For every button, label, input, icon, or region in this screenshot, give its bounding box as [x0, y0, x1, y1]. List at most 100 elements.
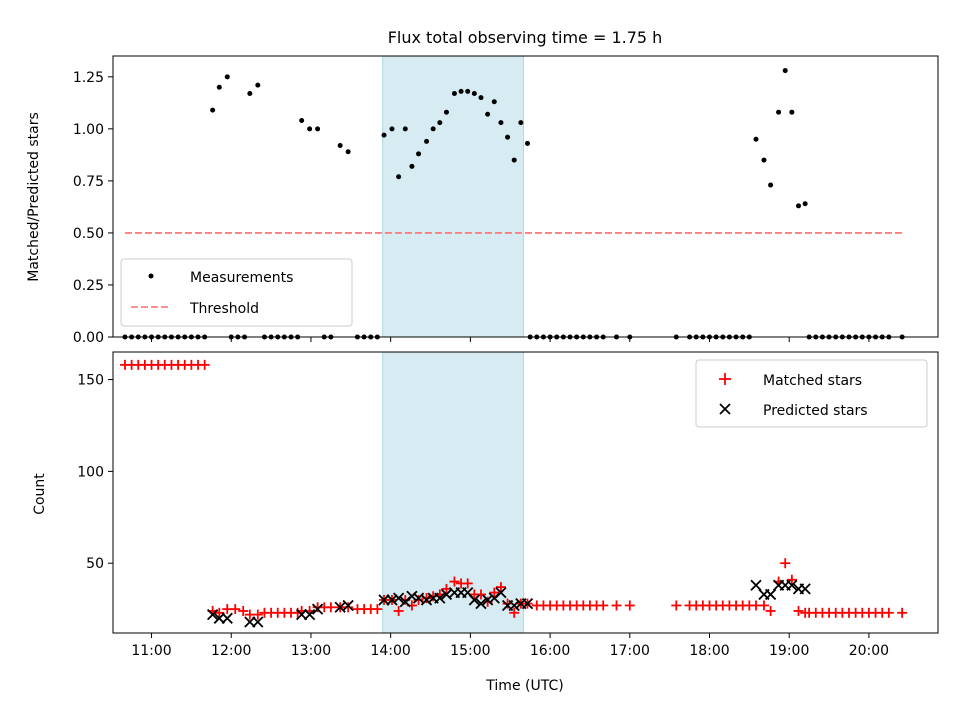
measurement-point: [768, 182, 774, 188]
measurement-point: [210, 107, 216, 113]
measurement-point: [776, 109, 782, 115]
measurement-point: [424, 138, 430, 144]
y-tick-label: 0.50: [73, 226, 104, 242]
matched-star-point: [421, 593, 432, 604]
measurement-point: [505, 134, 511, 140]
predicted-star-point: [521, 597, 534, 610]
y-tick-label: 150: [77, 373, 104, 389]
legend-matched-label: Matched stars: [763, 373, 862, 389]
predicted-star-point: [799, 583, 811, 595]
predicted-star-point: [207, 608, 219, 621]
matched-star-point: [393, 605, 404, 616]
measurement-point: [389, 126, 395, 132]
y-tick-label: 0.25: [73, 278, 104, 294]
predicted-star-point: [786, 579, 798, 591]
measurement-point: [796, 203, 802, 209]
matched-star-point: [502, 598, 513, 609]
measurement-point: [345, 149, 351, 155]
predicted-star-point: [296, 608, 308, 621]
measurement-point: [802, 201, 808, 207]
measurement-point: [396, 174, 402, 180]
legend-measurements-marker: [148, 273, 154, 279]
measurement-point: [761, 157, 767, 163]
top-marks: [122, 68, 905, 340]
matched-star-point: [462, 578, 473, 589]
predicted-star-point: [508, 599, 520, 612]
measurement-point: [409, 163, 415, 169]
matched-star-point: [214, 607, 225, 618]
matched-star-point: [252, 609, 263, 620]
legend-matched-marker: [719, 373, 731, 385]
matched-star-point: [598, 600, 609, 611]
measurement-point: [381, 132, 387, 138]
measurement-point: [416, 151, 422, 157]
y-tick-label: 1.25: [73, 70, 104, 86]
matched-star-point: [624, 600, 635, 611]
measurement-point: [224, 74, 230, 80]
chart-title: Flux total observing time = 1.75 h: [388, 28, 663, 47]
matched-star-point: [509, 607, 520, 618]
matched-star-point: [325, 602, 336, 613]
x-tick-label: 17:00: [610, 643, 650, 659]
measurement-point: [337, 143, 343, 149]
top-x-ticks: [151, 337, 870, 342]
measurement-point: [458, 88, 464, 94]
matched-star-point: [343, 602, 354, 613]
legend-predicted-label: Predicted stars: [763, 403, 868, 419]
predicted-star-point: [392, 592, 405, 604]
y-tick-label: 0.75: [73, 174, 104, 190]
predicted-star-point: [378, 594, 390, 606]
matched-star-point: [611, 600, 622, 611]
measurement-point: [437, 120, 443, 126]
predicted-star-point: [213, 612, 225, 624]
predicted-star-point: [764, 588, 777, 601]
predicted-star-point: [342, 599, 354, 612]
measurement-point: [498, 120, 504, 126]
measurement-point: [478, 95, 484, 101]
measurement-point: [465, 88, 471, 94]
measurement-point: [247, 90, 253, 96]
top-legend: Measurements Threshold: [120, 258, 353, 327]
measurement-point: [299, 118, 305, 124]
predicted-star-point: [475, 597, 487, 610]
top-panel: 0.00 0.25 0.50 0.75 1.00 1.25 Matched/Predict…: [26, 55, 939, 346]
x-tick-label: 18:00: [689, 643, 729, 659]
matched-star-point: [671, 600, 682, 611]
x-tick-label: 19:00: [769, 643, 809, 659]
matched-star-point: [780, 558, 791, 569]
matched-star-point: [489, 587, 500, 598]
matched-star-point: [230, 604, 241, 615]
bottom-axes-frame: [112, 351, 939, 634]
x-tick-label: 15:00: [450, 643, 490, 659]
measurement-point: [216, 84, 222, 90]
top-y-axis-label: Matched/Predicted stars: [26, 112, 42, 282]
legend-predicted-marker: [719, 403, 731, 415]
matched-star-point: [238, 605, 249, 616]
matched-star-point: [765, 605, 776, 616]
measurement-point: [255, 82, 261, 88]
bottom-y-ticks: 50 100 150: [77, 373, 113, 572]
measurement-point: [485, 111, 491, 117]
x-tick-label: 14:00: [370, 643, 410, 659]
predicted-star-point: [495, 586, 507, 599]
measurement-point: [443, 109, 449, 115]
x-tick-label: 20:00: [849, 643, 889, 659]
predicted-star-point: [420, 594, 433, 606]
measurement-point: [471, 90, 477, 96]
x-tick-label: 12:00: [211, 643, 251, 659]
bottom-x-ticks: 11:00 12:00 13:00 14:00 15:00 16:00 17:00 18:00…: [131, 633, 889, 659]
matched-star-point: [786, 574, 797, 585]
top-y-ticks: 0.00 0.25 0.50 0.75 1.00 1.25: [73, 70, 113, 346]
predicted-star-point: [482, 594, 494, 606]
predicted-star-point: [386, 594, 398, 606]
predicted-star-point: [434, 592, 446, 604]
predicted-star-point: [311, 603, 324, 615]
bottom-y-axis-label: Count: [32, 473, 48, 515]
x-axis-label: Time (UTC): [485, 678, 563, 694]
measurement-point: [307, 126, 313, 132]
predicted-star-point: [750, 579, 762, 591]
matched-star-point: [793, 605, 804, 616]
measurement-point: [789, 109, 795, 115]
